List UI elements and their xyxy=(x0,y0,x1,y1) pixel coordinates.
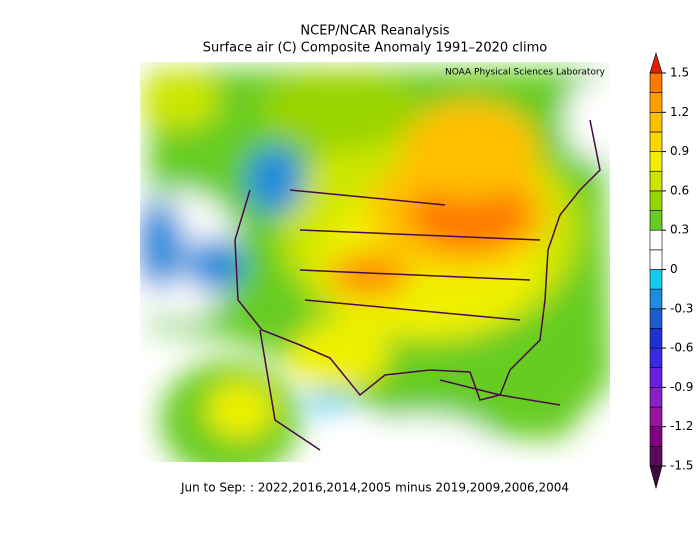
colorbar-tick-label: 1.2 xyxy=(670,105,689,119)
colorbar-box xyxy=(649,170,663,192)
title: NCEP/NCAR Reanalysis xyxy=(300,24,449,39)
colorbar-box xyxy=(649,151,663,172)
colorbar-tick-label: 0.6 xyxy=(670,183,689,197)
colorbar-tick-label: 0.3 xyxy=(670,223,689,237)
footer: Jun to Sep: : 2022,2016,2014,2005 minus … xyxy=(180,481,569,495)
colorbar: 1.5 1.2 0.9 0.6 0.3 0 -0.3 -0.6 -0.9 -1.2 -1.5 xyxy=(649,51,693,490)
colorbar-tick-label: -0.9 xyxy=(670,380,693,394)
colorbar-tick-label: -1.2 xyxy=(670,419,693,433)
colorbar-tick-label: 0.9 xyxy=(670,144,689,158)
colorbar-box xyxy=(649,131,663,152)
colorbar-box xyxy=(649,72,663,93)
colorbar-box xyxy=(649,210,663,231)
colorbar-box xyxy=(649,308,663,329)
colorbar-tick-label: -0.6 xyxy=(670,341,693,355)
colorbar-box xyxy=(649,387,663,408)
colorbar-tick-label: 0 xyxy=(670,262,678,276)
credit: NOAA Physical Sciences Laboratory xyxy=(445,68,606,78)
colorbar-box xyxy=(649,347,663,369)
colorbar-box xyxy=(649,426,663,447)
colorbar-box xyxy=(649,190,663,211)
colorbar-box xyxy=(649,112,663,133)
colorbar-box xyxy=(649,446,663,467)
anomaly-map xyxy=(140,62,610,462)
subtitle: Surface air (C) Composite Anomaly 1991–2… xyxy=(203,41,548,56)
colorbar-box xyxy=(649,288,663,310)
colorbar-tick-label: -0.3 xyxy=(670,301,693,315)
colorbar-box xyxy=(649,328,663,349)
colorbar-box xyxy=(649,229,663,251)
colorbar-tick-label: -1.5 xyxy=(670,459,693,473)
colorbar-box xyxy=(649,367,663,388)
colorbar-box xyxy=(649,249,663,270)
colorbar-box xyxy=(649,269,663,290)
colorbar-over xyxy=(649,51,663,74)
colorbar-box xyxy=(649,406,663,427)
colorbar-tick-label: 1.5 xyxy=(670,66,689,80)
colorbar-under xyxy=(649,465,663,490)
colorbar-box xyxy=(649,92,663,113)
